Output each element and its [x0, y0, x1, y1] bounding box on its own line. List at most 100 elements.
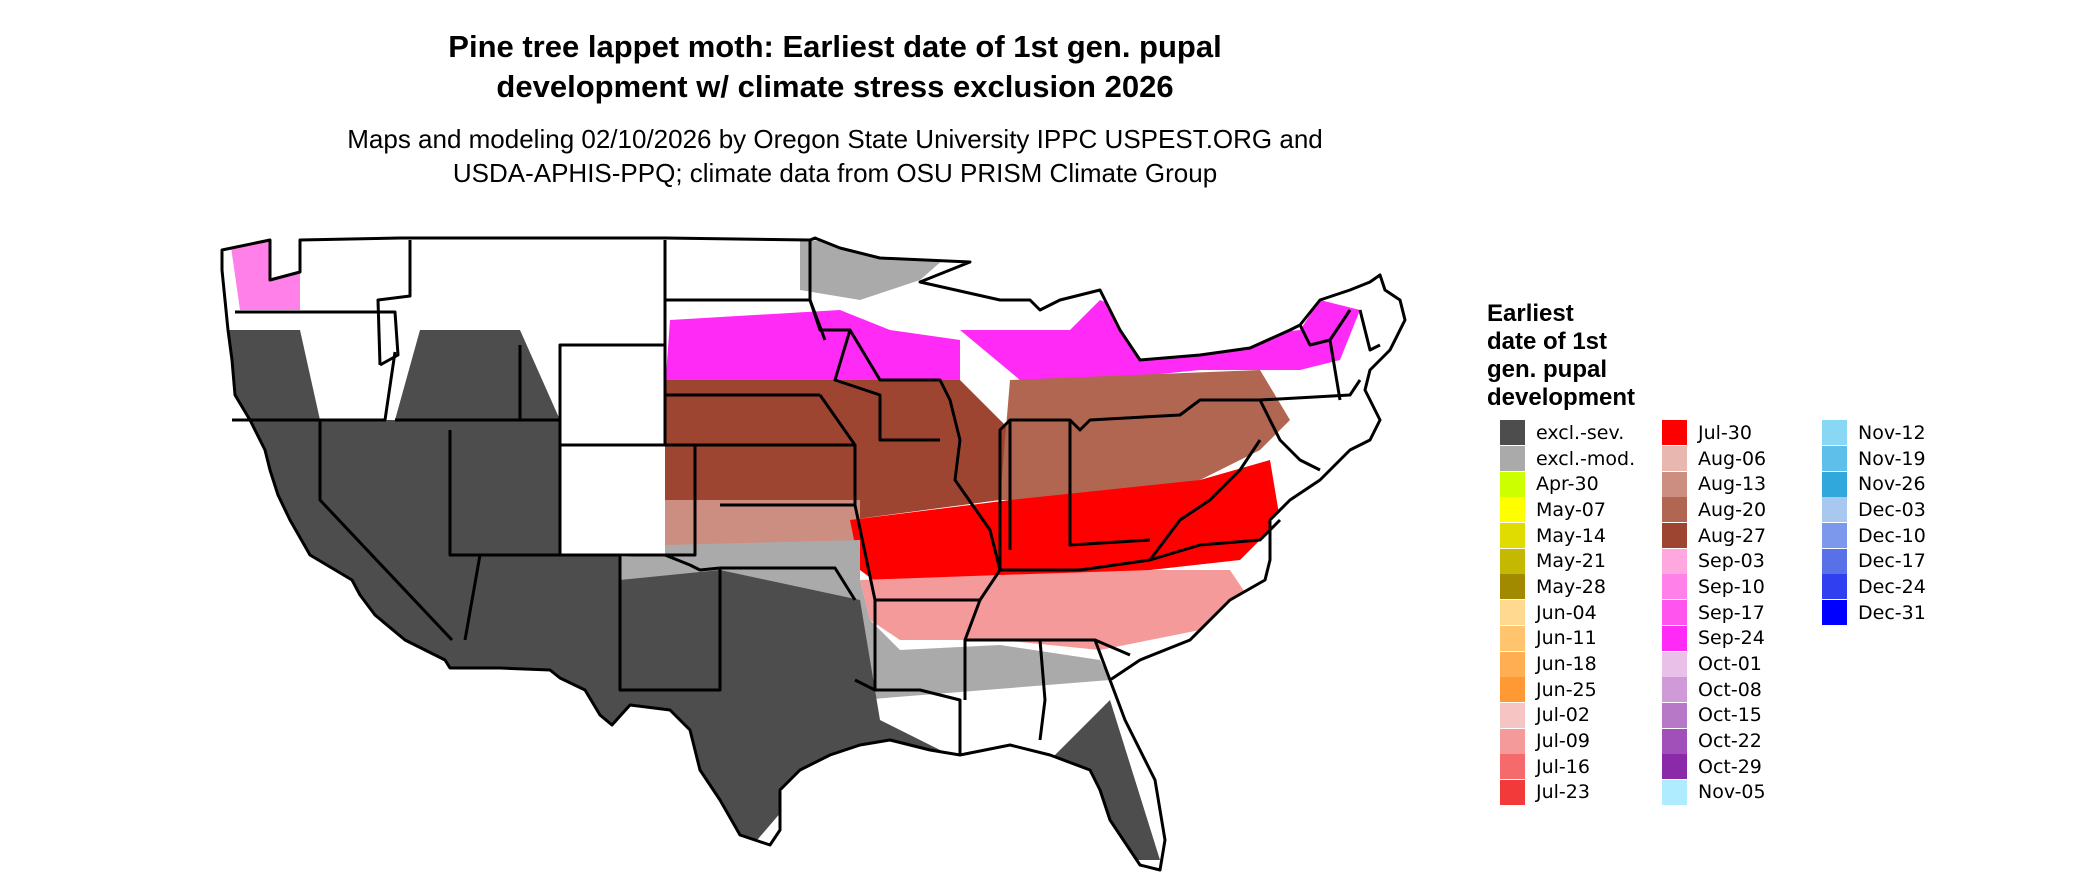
- legend-item: Nov-19: [1822, 446, 1926, 472]
- legend-item: Aug-20: [1662, 497, 1766, 523]
- legend-label: Oct-22: [1698, 730, 1762, 753]
- legend-swatch: [1662, 497, 1687, 523]
- legend-swatch: [1662, 446, 1687, 472]
- legend-item: Nov-12: [1822, 420, 1926, 446]
- legend-label: Sep-03: [1698, 550, 1765, 573]
- legend-item: Dec-31: [1822, 600, 1926, 626]
- legend-swatch: [1822, 497, 1847, 523]
- legend-swatch: [1500, 702, 1525, 728]
- legend-label: Nov-19: [1858, 447, 1926, 470]
- legend-swatch: [1662, 420, 1687, 446]
- legend-item: Jul-30: [1662, 420, 1766, 446]
- legend-item: Jun-11: [1500, 625, 1635, 652]
- legend-label: Jun-11: [1536, 627, 1597, 650]
- legend-swatch: [1500, 523, 1525, 549]
- legend-label: excl.-sev.: [1536, 421, 1625, 444]
- legend-item: Jul-23: [1500, 779, 1635, 806]
- legend-item: Dec-03: [1822, 497, 1926, 523]
- legend-swatch: [1822, 523, 1847, 549]
- legend-swatch: [1500, 754, 1525, 780]
- legend-label: Jul-16: [1536, 755, 1590, 778]
- legend-label: Aug-20: [1698, 498, 1767, 521]
- legend-swatch: [1662, 523, 1687, 549]
- legend-item: Oct-22: [1662, 728, 1766, 754]
- legend-item: Jul-16: [1500, 754, 1635, 780]
- legend-swatch: [1822, 548, 1847, 574]
- legend-item: May-21: [1500, 548, 1635, 574]
- legend-swatch: [1662, 574, 1687, 600]
- legend-item: May-28: [1500, 574, 1635, 600]
- legend-item: Oct-01: [1662, 651, 1766, 677]
- legend-swatch: [1822, 600, 1847, 626]
- legend-item: Jul-02: [1500, 702, 1635, 729]
- legend-swatch: [1500, 600, 1525, 626]
- legend-label: May-28: [1536, 575, 1606, 598]
- legend-swatch: [1500, 497, 1525, 523]
- legend-label: Nov-26: [1858, 473, 1926, 496]
- legend-label: Oct-29: [1698, 755, 1762, 778]
- legend-swatch: [1822, 420, 1847, 446]
- state-boundaries: [220, 236, 1407, 872]
- legend-swatch: [1822, 574, 1847, 600]
- raster-zone: [620, 570, 1160, 860]
- legend-swatch: [1662, 600, 1687, 626]
- legend-item: Sep-10: [1662, 574, 1766, 600]
- legend-label: Jul-09: [1536, 730, 1590, 753]
- legend-label: Dec-03: [1858, 498, 1926, 521]
- legend-label: Aug-06: [1698, 447, 1767, 470]
- legend-label: Dec-10: [1858, 524, 1926, 547]
- legend-label: Jul-02: [1536, 704, 1590, 727]
- legend-label: Oct-01: [1698, 653, 1762, 676]
- raster-zone: [850, 460, 1280, 600]
- raster-zone: [1000, 370, 1290, 500]
- legend-title-line: date of 1st: [1487, 328, 1608, 355]
- legend-swatch: [1662, 677, 1687, 703]
- legend-label: Apr-30: [1536, 473, 1599, 496]
- legend-item: Dec-24: [1822, 574, 1926, 600]
- map-subtitle-line-1: Maps and modeling 02/10/2026 by Oregon S…: [347, 124, 1323, 154]
- raster-zone: [665, 310, 960, 390]
- legend-swatch: [1662, 779, 1687, 805]
- legend-title-line: Earliest: [1487, 300, 1574, 327]
- legend-item: excl.-mod.: [1500, 446, 1635, 472]
- legend-item: Aug-06: [1662, 446, 1766, 472]
- legend-item: Sep-03: [1662, 548, 1766, 574]
- legend-column-1: excl.-sev. excl.-mod. Apr-30 May-07 May-14 Ma…: [1500, 420, 1635, 805]
- map-raster: [222, 238, 1360, 860]
- legend-label: Aug-27: [1698, 524, 1767, 547]
- legend-swatch: [1662, 754, 1687, 780]
- legend-column-3: Nov-12 Nov-19 Nov-26 Dec-03 Dec-10 Dec-17 Dec-…: [1822, 420, 1926, 626]
- legend-item: May-14: [1500, 523, 1635, 549]
- legend-label: Sep-10: [1698, 575, 1765, 598]
- legend-label: Jul-23: [1536, 781, 1590, 804]
- legend-label: Oct-08: [1698, 678, 1762, 701]
- legend-label: Sep-24: [1698, 627, 1765, 650]
- map-title-line-1: Pine tree lappet moth: Earliest date of …: [448, 29, 1222, 64]
- legend-label: Jun-18: [1536, 653, 1597, 676]
- legend-swatch: [1500, 779, 1525, 805]
- legend-title-line: development: [1487, 384, 1636, 411]
- legend-swatch: [1500, 471, 1525, 497]
- legend-swatch: [1500, 728, 1525, 754]
- legend-item: Sep-24: [1662, 625, 1766, 652]
- legend-label: Oct-15: [1698, 704, 1762, 727]
- legend-column-2: Jul-30 Aug-06 Aug-13 Aug-20 Aug-27 Sep-03 Sep-…: [1662, 420, 1766, 805]
- legend-item: Dec-17: [1822, 548, 1926, 574]
- legend-swatch: [1662, 702, 1687, 728]
- legend-item: Aug-27: [1662, 523, 1766, 549]
- legend-swatch: [1662, 471, 1687, 497]
- legend-label: Dec-24: [1858, 575, 1926, 598]
- legend-swatch: [1500, 548, 1525, 574]
- raster-zone: [665, 380, 1010, 520]
- legend-item: Oct-29: [1662, 754, 1766, 780]
- legend-label: Aug-13: [1698, 473, 1767, 496]
- legend-item: Dec-10: [1822, 523, 1926, 549]
- raster-zone: [222, 330, 720, 760]
- legend-label: Dec-31: [1858, 601, 1926, 624]
- legend-item: Oct-15: [1662, 702, 1766, 729]
- legend-label: excl.-mod.: [1536, 447, 1636, 470]
- legend-title: Earliest date of 1st gen. pupal developm…: [1487, 300, 1707, 412]
- legend-item: Apr-30: [1500, 471, 1635, 497]
- raster-zone: [860, 570, 1250, 650]
